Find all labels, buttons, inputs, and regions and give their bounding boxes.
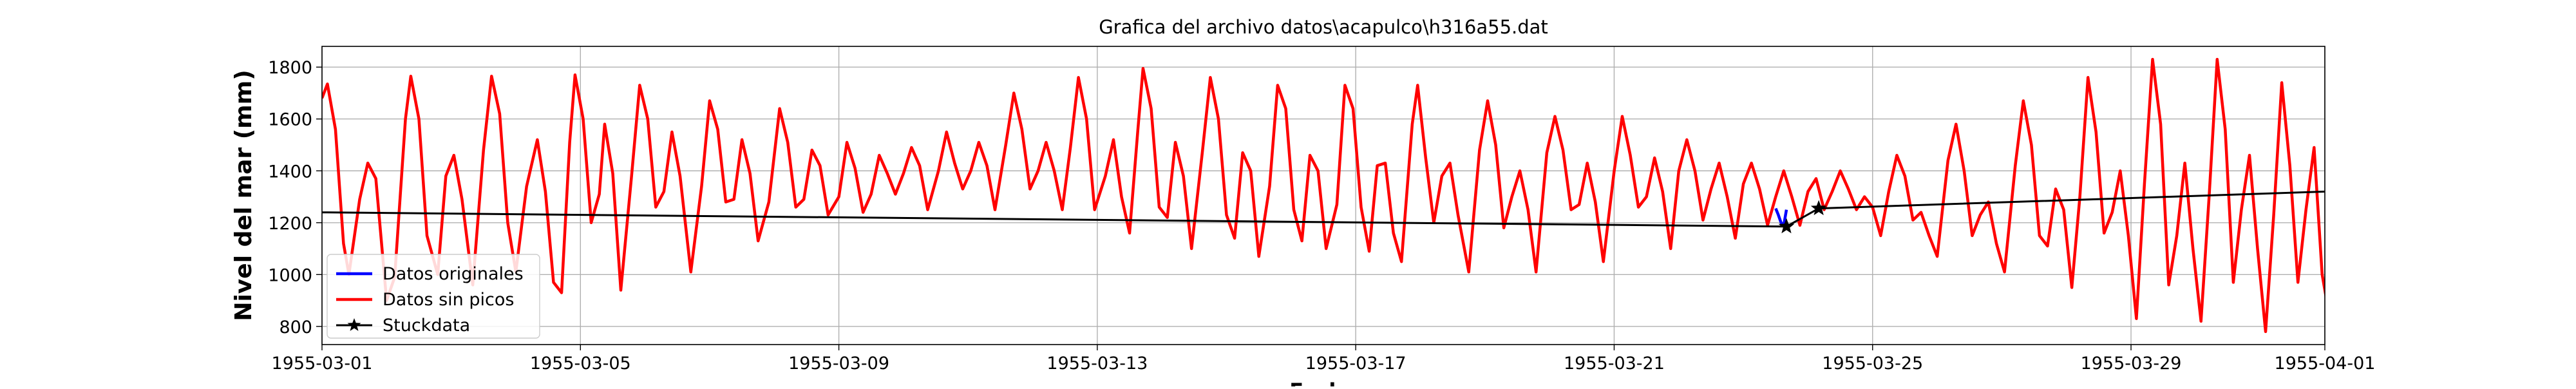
y-tick-label: 1800 — [268, 58, 312, 78]
x-axis-label: Fecha — [1289, 379, 1358, 386]
y-tick-label: 1200 — [268, 214, 312, 234]
legend-star-marker — [347, 318, 361, 331]
x-tick-label: 1955-03-29 — [2081, 354, 2182, 374]
y-axis-label: Nivel del mar (mm) — [231, 70, 257, 321]
chart-title: Grafica del archivo datos\acapulco\h316a… — [1099, 16, 1548, 38]
series-datos-sin-picos-line — [322, 57, 2325, 334]
x-tick-label: 1955-03-05 — [530, 354, 631, 374]
y-tick-label: 800 — [279, 318, 312, 337]
y-tick-label: 1400 — [268, 162, 312, 182]
legend-entry-label: Datos sin picos — [383, 290, 514, 310]
stuckdata-marker — [1810, 200, 1827, 216]
y-tick-label: 1600 — [268, 110, 312, 130]
legend-entry-label: Stuckdata — [383, 316, 470, 336]
x-tick-label: 1955-03-25 — [1822, 354, 1923, 374]
ticks-layer: 1955-03-01 1955-03-05 1955-03-09 1955-03-13… — [268, 58, 2375, 374]
series-datos-originales-line — [1774, 207, 1788, 227]
x-tick-label: 1955-03-09 — [788, 354, 889, 374]
legend-entry-label: Datos originales — [383, 264, 524, 284]
x-tick-label: 1955-04-01 — [2275, 354, 2376, 374]
x-tick-label: 1955-03-17 — [1305, 354, 1406, 374]
x-tick-label: 1955-03-13 — [1046, 354, 1148, 374]
y-tick-label: 1000 — [268, 265, 312, 285]
stuckdata-marker — [1778, 218, 1795, 234]
legend-box — [327, 254, 540, 339]
series-layer — [322, 57, 2325, 334]
plot-frame — [321, 46, 2325, 345]
x-tick-label: 1955-03-21 — [1564, 354, 1665, 374]
legend: Datos originales Datos sin picos Stuckdata — [327, 254, 540, 339]
x-tick-label: 1955-03-01 — [272, 354, 373, 374]
series-stuckdata-line — [322, 191, 2325, 228]
